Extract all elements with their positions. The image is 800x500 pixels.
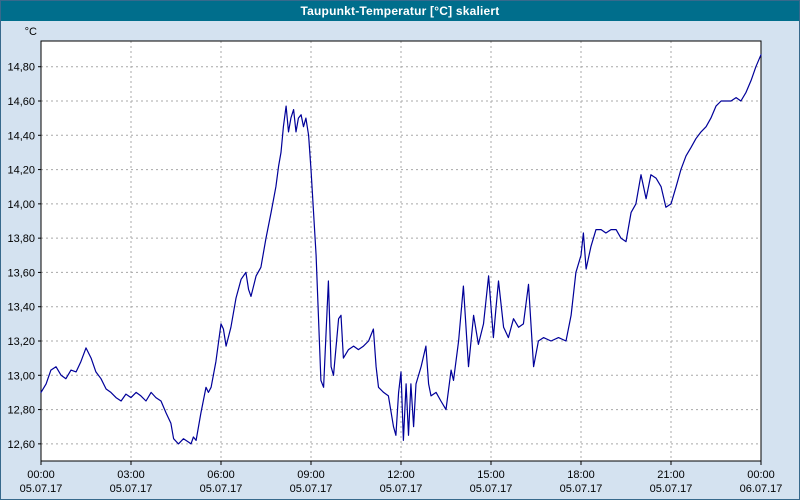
- svg-text:18:00: 18:00: [567, 469, 595, 481]
- svg-text:12,80: 12,80: [7, 405, 35, 417]
- svg-text:15:00: 15:00: [477, 469, 505, 481]
- chart-title: Taupunkt-Temperatur [°C] skaliert: [300, 4, 500, 18]
- svg-text:13,20: 13,20: [7, 336, 35, 348]
- svg-text:05.07.17: 05.07.17: [650, 483, 693, 495]
- svg-text:12:00: 12:00: [387, 469, 415, 481]
- svg-text:03:00: 03:00: [117, 469, 145, 481]
- svg-text:21:00: 21:00: [657, 469, 685, 481]
- dew-point-line-chart: 12,60 12,80 13,00 13,20 13,40 13,60 13,80 14,00…: [7, 26, 783, 495]
- svg-text:13,40: 13,40: [7, 302, 35, 314]
- svg-text:13,80: 13,80: [7, 233, 35, 245]
- svg-text:00:00: 00:00: [747, 469, 775, 481]
- svg-text:14,00: 14,00: [7, 199, 35, 211]
- svg-text:13,60: 13,60: [7, 267, 35, 279]
- svg-text:09:00: 09:00: [297, 469, 325, 481]
- svg-text:°C: °C: [25, 26, 37, 38]
- svg-text:05.07.17: 05.07.17: [380, 483, 423, 495]
- chart-title-bar: Taupunkt-Temperatur [°C] skaliert: [1, 1, 799, 21]
- svg-text:14,60: 14,60: [7, 96, 35, 108]
- svg-text:05.07.17: 05.07.17: [560, 483, 603, 495]
- svg-text:14,40: 14,40: [7, 130, 35, 142]
- svg-text:05.07.17: 05.07.17: [290, 483, 333, 495]
- svg-text:05.07.17: 05.07.17: [200, 483, 243, 495]
- svg-text:05.07.17: 05.07.17: [470, 483, 513, 495]
- svg-text:05.07.17: 05.07.17: [20, 483, 63, 495]
- svg-text:05.07.17: 05.07.17: [110, 483, 153, 495]
- svg-text:14,20: 14,20: [7, 165, 35, 177]
- chart-area: 12,60 12,80 13,00 13,20 13,40 13,60 13,80 14,00…: [1, 21, 799, 499]
- svg-text:00:00: 00:00: [27, 469, 55, 481]
- svg-text:06:00: 06:00: [207, 469, 235, 481]
- svg-text:13,00: 13,00: [7, 370, 35, 382]
- svg-text:06.07.17: 06.07.17: [740, 483, 783, 495]
- svg-text:12,60: 12,60: [7, 439, 35, 451]
- svg-text:14,80: 14,80: [7, 62, 35, 74]
